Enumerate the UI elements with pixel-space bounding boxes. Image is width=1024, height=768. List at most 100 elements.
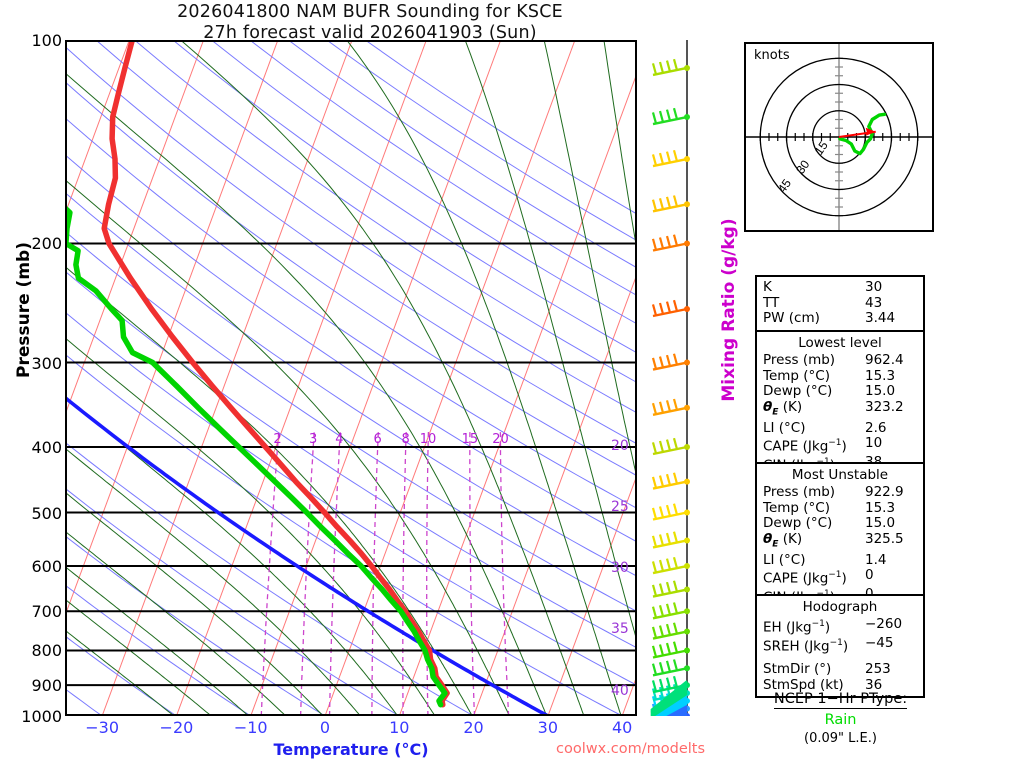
mixing-ratio-value-label: 8: [401, 432, 410, 448]
hodograph-stats-table: Hodograph EH (Jkg−1) −260 SREH (Jkg−1) −45 S…: [755, 594, 925, 698]
wind-barb-canvas: [650, 40, 690, 731]
param-value: 15.3: [865, 367, 896, 384]
temperature-tick-label: −30: [85, 718, 120, 737]
stability-index-row: PW (cm) 3.44: [757, 310, 923, 327]
lowest-level-row: LI (°C) 2.6: [757, 419, 923, 437]
hodograph-stats-heading: Hodograph: [802, 599, 878, 615]
mixing-ratio-value-label: 20: [492, 432, 509, 448]
param-value: 253: [865, 661, 891, 677]
param-value: 0: [865, 567, 874, 584]
most-unstable-row: LI (°C) 1.4: [757, 551, 923, 569]
pressure-axis: 100 200 300 400 500 600 700 800 900 1000: [0, 31, 62, 726]
param-key: SREH (Jkg−1): [763, 638, 849, 655]
mixing-ratio-value-label: 3: [309, 432, 318, 448]
lowest-level-row: CAPE (Jkg−1) 10: [757, 435, 923, 455]
param-key: Temp (°C): [763, 367, 830, 384]
pressure-tick-label: 400: [31, 437, 62, 457]
hodograph-stat-row: SREH (Jkg−1) −45: [757, 635, 923, 655]
most-unstable-row: CAPE (Jkg−1) 0: [757, 567, 923, 587]
pressure-tick-label: 600: [31, 557, 62, 577]
ptype-block: NCEP 1−Hr PType: Rain (0.09" L.E.): [738, 688, 943, 746]
stability-indices-table: K 30 TT 43 PW (cm) 3.44: [755, 275, 925, 332]
hodograph-stat-row: EH (Jkg−1) −260: [757, 616, 923, 636]
ptype-amount: (0.09" L.E.): [804, 731, 877, 746]
most-unstable-row: Press (mb) 922.9: [757, 484, 923, 501]
mixing-ratio-scale: 20 25 30 35 40: [605, 40, 639, 716]
temperature-tick-label: 30: [537, 718, 559, 737]
temperature-tick-label: −10: [233, 718, 268, 737]
pressure-tick-label: 1000: [21, 707, 62, 726]
pressure-tick-label: 700: [31, 602, 62, 622]
mixing-ratio-scale-label: 30: [611, 560, 629, 577]
lowest-level-row: Press (mb) 962.4: [757, 352, 923, 369]
param-value: −45: [865, 635, 894, 651]
param-key: θE (K): [763, 530, 803, 550]
most-unstable-row: Temp (°C) 15.3: [757, 499, 923, 517]
param-value: 3.44: [865, 310, 896, 326]
hodograph-stat-row: StmSpd (kt) 36: [757, 677, 923, 694]
mixing-ratio-value-label: 15: [461, 432, 479, 448]
most-unstable-row: Dewp (°C) 15.0: [757, 515, 923, 532]
title-line-1: 2026041800 NAM BUFR Sounding for KSCE: [177, 2, 563, 22]
mixing-ratio-value-label: 4: [335, 432, 344, 448]
pressure-tick-label: 200: [31, 234, 62, 254]
param-key: StmDir (°): [763, 661, 832, 677]
most-unstable-table: Most Unstable Press (mb) 922.9 Temp (°C) 15…: [755, 462, 925, 612]
lowest-level-row: Temp (°C) 15.3: [757, 367, 923, 385]
skewt-frame: [65, 40, 637, 716]
param-value: 10: [865, 435, 883, 452]
svg-text:45: 45: [775, 176, 794, 195]
wind-barb-strip: [641, 40, 707, 731]
param-value: 15.0: [865, 515, 896, 531]
temperature-tick-label: 40: [611, 718, 633, 737]
mixing-ratio-axis-label: Mixing Ratio (g/kg): [719, 218, 739, 402]
temperature-tick-label: 20: [463, 718, 484, 737]
mixing-ratio-value-label: 2: [273, 432, 282, 448]
lowest-level-rows: Press (mb) 962.4 Temp (°C) 15.3 Dewp (°C) 15.…: [757, 352, 923, 477]
param-value: 922.9: [865, 484, 904, 500]
title-block: 2026041800 NAM BUFR Sounding for KSCE 27…: [0, 2, 740, 44]
param-key: Press (mb): [763, 352, 836, 368]
most-unstable-rows: Press (mb) 922.9 Temp (°C) 15.3 Dewp (°C) 15.…: [757, 484, 923, 609]
pressure-tick-label: 300: [31, 353, 62, 373]
lowest-level-row: Dewp (°C) 15.0: [757, 383, 923, 400]
param-key: Dewp (°C): [763, 515, 833, 531]
param-key: LI (°C): [763, 419, 806, 436]
watermark: coolwx.com/modelts: [556, 741, 706, 757]
param-key: Temp (°C): [763, 499, 830, 516]
param-value: 2.6: [865, 419, 887, 436]
svg-text:15: 15: [812, 138, 831, 157]
param-value: 323.2: [865, 398, 904, 415]
mixing-ratio-value-label: 10: [419, 432, 437, 448]
hodograph-stat-row: StmDir (°) 253: [757, 661, 923, 678]
pressure-axis-label: Pressure (mb): [14, 242, 34, 378]
skewt-plot: 2 3 4 6 8 10 15 20: [65, 40, 637, 716]
skewt-canvas: [65, 40, 637, 716]
temperature-axis-label: Temperature (°C): [273, 740, 429, 759]
title-line-2: 27h forecast valid 2026041903 (Sun): [203, 23, 537, 43]
stability-index-row: TT 43: [757, 294, 923, 312]
pressure-tick-label: 500: [31, 503, 62, 523]
param-key: LI (°C): [763, 551, 806, 568]
param-value: 43: [865, 294, 883, 311]
param-key: Dewp (°C): [763, 383, 833, 399]
mixing-ratio-value-label: 6: [373, 432, 382, 448]
pressure-tick-label: 800: [31, 641, 62, 661]
most-unstable-heading: Most Unstable: [791, 467, 889, 483]
ptype-title: NCEP 1−Hr PType:: [773, 691, 908, 709]
param-key: EH (Jkg−1): [763, 619, 831, 636]
most-unstable-row: θE (K) 325.5: [757, 530, 923, 553]
param-key: Press (mb): [763, 484, 836, 500]
hodograph-stats-rows: EH (Jkg−1) −260 SREH (Jkg−1) −45 StmDir (°) 2…: [757, 616, 923, 696]
ptype-value: Rain: [824, 712, 857, 728]
stability-index-row: K 30: [757, 279, 923, 296]
mixing-ratio-scale-label: 25: [611, 499, 629, 516]
param-key: PW (cm): [763, 310, 820, 326]
param-value: 962.4: [865, 352, 904, 368]
hodograph-panel: 15 30 45 knots: [744, 42, 934, 232]
param-key: TT: [763, 294, 780, 311]
pressure-tick-label: 900: [31, 676, 62, 696]
hodograph-units-label: knots: [754, 48, 790, 63]
temperature-tick-label: 10: [389, 718, 410, 737]
